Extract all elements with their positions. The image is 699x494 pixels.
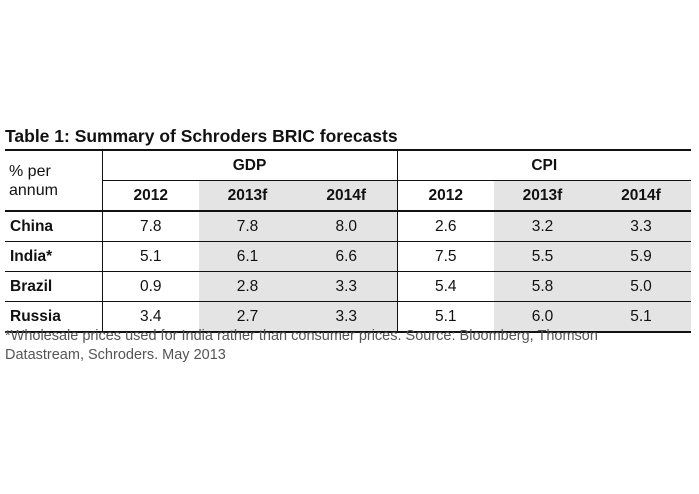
value-cell: 7.8 [199, 211, 296, 242]
year-header-row: 2012 2013f 2014f 2012 2013f 2014f [5, 180, 691, 211]
year-header: 2013f [494, 180, 591, 211]
year-header: 2013f [199, 180, 296, 211]
country-label: India* [5, 241, 102, 272]
value-cell: 5.1 [101, 241, 199, 272]
value-cell: 3.3 [591, 211, 691, 242]
country-label: China [5, 211, 102, 242]
cpi-group-header: CPI [396, 150, 691, 181]
value-cell: 5.4 [396, 271, 494, 302]
value-cell: 2.7 [199, 301, 296, 333]
value-cell: 7.8 [101, 211, 199, 242]
value-cell: 5.8 [494, 271, 591, 302]
row-header: % per annum [5, 150, 102, 211]
value-cell: 3.4 [101, 301, 199, 333]
footnote: *Wholesale prices used for India rather … [5, 327, 691, 365]
year-header: 2014f [591, 180, 691, 211]
value-cell: 7.5 [396, 241, 494, 272]
value-cell: 5.1 [591, 301, 691, 333]
value-cell: 6.0 [494, 301, 591, 333]
year-header: 2014f [296, 180, 397, 211]
country-label: Brazil [5, 271, 102, 302]
value-cell: 5.5 [494, 241, 591, 272]
row-header-line2: annum [9, 181, 58, 199]
year-header: 2012 [101, 180, 199, 211]
value-cell: 0.9 [101, 271, 199, 302]
value-cell: 5.1 [396, 301, 494, 333]
footnote-line2: Datastream, Schroders. May 2013 [5, 347, 226, 363]
table-row: Brazil 0.9 2.8 3.3 5.4 5.8 5.0 [5, 271, 691, 302]
year-header: 2012 [396, 180, 494, 211]
table-row: Russia 3.4 2.7 3.3 5.1 6.0 5.1 [5, 301, 691, 333]
value-cell: 5.0 [591, 271, 691, 302]
bric-forecast-table: % per annum GDP CPI 2012 2013f 2014f 201… [5, 149, 691, 333]
value-cell: 3.2 [494, 211, 591, 242]
group-header-row: % per annum GDP CPI [5, 150, 691, 199]
value-cell: 5.9 [591, 241, 691, 272]
table-title: Table 1: Summary of Schroders BRIC forec… [5, 126, 398, 146]
table-row: India* 5.1 6.1 6.6 7.5 5.5 5.9 [5, 241, 691, 272]
value-cell: 8.0 [296, 211, 397, 242]
country-label: Russia [5, 301, 102, 333]
gdp-group-header: GDP [101, 150, 397, 181]
footnote-line1: *Wholesale prices used for India rather … [5, 328, 598, 344]
value-cell: 6.1 [199, 241, 296, 272]
value-cell: 3.3 [296, 301, 397, 333]
row-header-line1: % per [9, 162, 51, 180]
value-cell: 3.3 [296, 271, 397, 302]
value-cell: 6.6 [296, 241, 397, 272]
table-row: China 7.8 7.8 8.0 2.6 3.2 3.3 [5, 211, 691, 242]
value-cell: 2.8 [199, 271, 296, 302]
value-cell: 2.6 [396, 211, 494, 242]
